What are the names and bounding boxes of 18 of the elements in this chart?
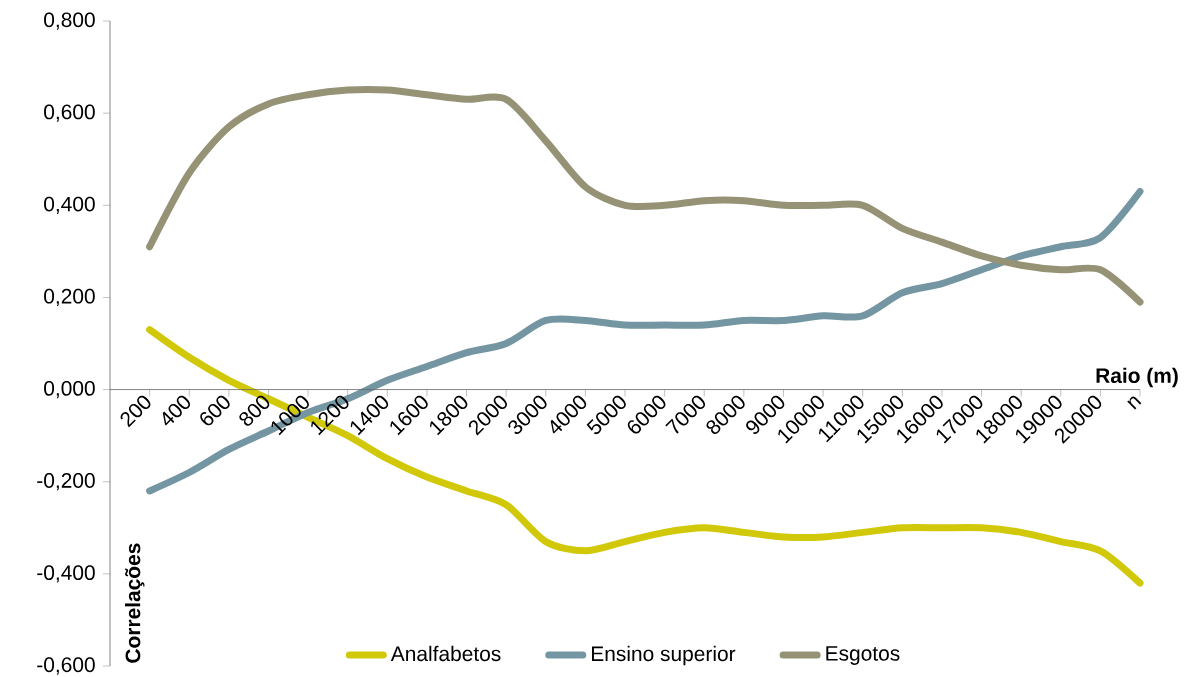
x-tick-label: 600 — [200, 395, 230, 426]
legend-label: Analfabetos — [390, 645, 501, 662]
x-tick-label: 800 — [239, 395, 270, 426]
y-tick-label: -0,200 — [37, 473, 95, 491]
x-tick-label: 400 — [162, 395, 191, 426]
y-tick-label: 0,400 — [44, 196, 95, 214]
x-tick-label: 200 — [120, 395, 151, 428]
y-tick-label: -0,400 — [37, 565, 95, 583]
legend-label: Ensino superior — [592, 645, 736, 666]
x-tick-label: n — [1127, 396, 1142, 410]
x-axis-title: Raio (m) — [1096, 367, 1178, 388]
y-tick-label: 0,000 — [44, 380, 95, 399]
y-axis-title: Correlações — [124, 543, 145, 663]
y-tick-label: 0,800 — [44, 12, 95, 30]
legend-label: Esgotos — [826, 646, 900, 665]
y-tick-label: 0,200 — [44, 288, 95, 307]
y-tick-label: 0,600 — [44, 104, 95, 122]
y-tick-label: -0,600 — [37, 657, 95, 675]
